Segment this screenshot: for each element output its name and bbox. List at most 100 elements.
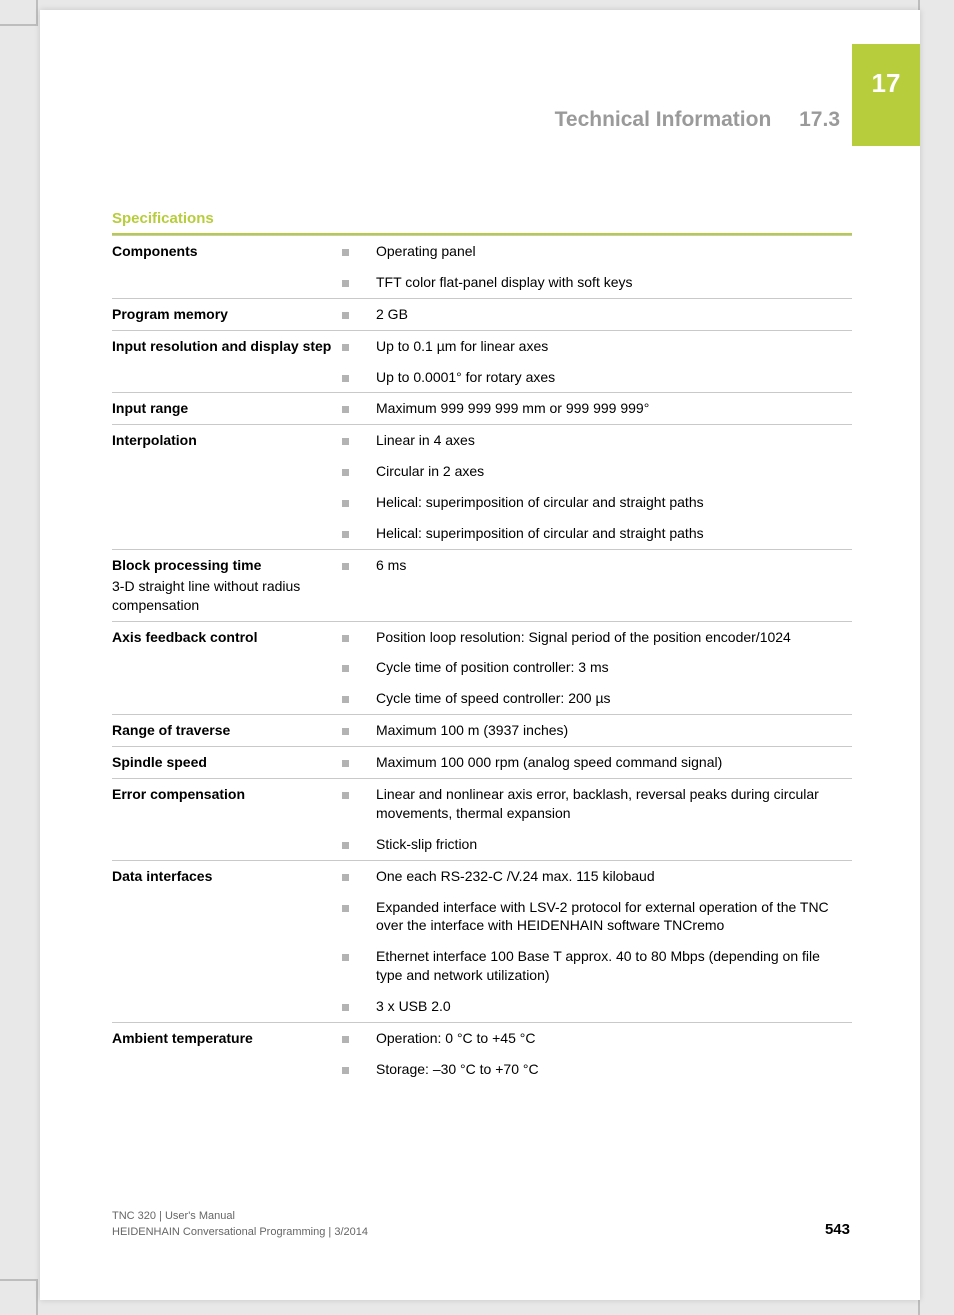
spec-value: Maximum 100 m (3937 inches) <box>376 715 852 747</box>
spec-label <box>112 456 342 487</box>
spec-value: Circular in 2 axes <box>376 456 852 487</box>
table-row: Program memory 2 GB <box>112 298 852 330</box>
bullet-icon <box>342 267 376 298</box>
bullet-icon <box>342 652 376 683</box>
spec-label: Spindle speed <box>112 747 342 779</box>
page-footer: TNC 320 | User's Manual HEIDENHAIN Conve… <box>112 1209 850 1240</box>
table-row: Block processing time3-D straight line w… <box>112 549 852 621</box>
page-number: 543 <box>825 1219 850 1240</box>
bullet-icon <box>342 892 376 942</box>
spec-value: TFT color flat-panel display with soft k… <box>376 267 852 298</box>
table-row: Expanded interface with LSV-2 protocol f… <box>112 892 852 942</box>
spec-label: Axis feedback control <box>112 621 342 652</box>
bullet-icon <box>342 236 376 267</box>
spec-value: Cycle time of position controller: 3 ms <box>376 652 852 683</box>
bullet-icon <box>342 779 376 829</box>
bullet-icon <box>342 991 376 1022</box>
table-row: Input resolution and display step Up to 0… <box>112 330 852 361</box>
spec-value: Maximum 100 000 rpm (analog speed comman… <box>376 747 852 779</box>
spec-value: Expanded interface with LSV-2 protocol f… <box>376 892 852 942</box>
bullet-icon <box>342 298 376 330</box>
spec-label <box>112 487 342 518</box>
table-row: Helical: superimposition of circular and… <box>112 518 852 549</box>
bullet-icon <box>342 747 376 779</box>
spec-label: Error compensation <box>112 779 342 829</box>
spec-value: Stick-slip friction <box>376 829 852 860</box>
spec-label: Interpolation <box>112 425 342 456</box>
bullet-icon <box>342 621 376 652</box>
spec-value: Linear and nonlinear axis error, backlas… <box>376 779 852 829</box>
table-title: Specifications <box>112 210 852 233</box>
footer-line-1: TNC 320 | User's Manual <box>112 1209 850 1224</box>
table-row: Input rangeMaximum 999 999 999 mm or 999… <box>112 393 852 425</box>
table-row: Circular in 2 axes <box>112 456 852 487</box>
spec-value: One each RS-232-C /V.24 max. 115 kilobau… <box>376 860 852 891</box>
spec-value: Cycle time of speed controller: 200 µs <box>376 683 852 714</box>
spec-label: Block processing time3-D straight line w… <box>112 549 342 621</box>
table-row: Spindle speed Maximum 100 000 rpm (analog… <box>112 747 852 779</box>
spec-value: Operating panel <box>376 236 852 267</box>
spec-label <box>112 892 342 942</box>
crop-mark <box>0 1279 38 1281</box>
table-row: TFT color flat-panel display with soft k… <box>112 267 852 298</box>
spec-value: Maximum 999 999 999 mm or 999 999 999° <box>376 393 852 425</box>
spec-label: Data interfaces <box>112 860 342 891</box>
spec-value: Up to 0.1 µm for linear axes <box>376 330 852 361</box>
section-title: Technical Information <box>555 108 772 131</box>
table-row: Cycle time of position controller: 3 ms <box>112 652 852 683</box>
spec-label <box>112 518 342 549</box>
table-row: 3 x USB 2.0 <box>112 991 852 1022</box>
spec-value: Helical: superimposition of circular and… <box>376 518 852 549</box>
bullet-icon <box>342 683 376 714</box>
spec-label <box>112 652 342 683</box>
table-row: Axis feedback control Position loop resol… <box>112 621 852 652</box>
spec-value: Position loop resolution: Signal period … <box>376 621 852 652</box>
table-row: Storage: –30 °C to +70 °C <box>112 1054 852 1085</box>
bullet-icon <box>342 425 376 456</box>
bullet-icon <box>342 715 376 747</box>
bullet-icon <box>342 829 376 860</box>
content-area: Specifications ComponentsOperating panel… <box>112 210 852 1085</box>
spec-value: Storage: –30 °C to +70 °C <box>376 1054 852 1085</box>
spec-label: Input resolution and display step <box>112 330 342 361</box>
bullet-icon <box>342 549 376 621</box>
bullet-icon <box>342 487 376 518</box>
spec-value: Linear in 4 axes <box>376 425 852 456</box>
crop-mark <box>36 0 38 26</box>
table-row: Data interfaces One each RS-232-C /V.24 m… <box>112 860 852 891</box>
spec-label <box>112 941 342 991</box>
crop-mark <box>0 24 38 26</box>
spec-label <box>112 829 342 860</box>
table-row: Cycle time of speed controller: 200 µs <box>112 683 852 714</box>
spec-label: Ambient temperature <box>112 1023 342 1054</box>
table-row: ComponentsOperating panel <box>112 236 852 267</box>
spec-value: Up to 0.0001° for rotary axes <box>376 362 852 393</box>
bullet-icon <box>342 1023 376 1054</box>
bullet-icon <box>342 860 376 891</box>
bullet-icon <box>342 518 376 549</box>
table-row: Ambient temperatureOperation: 0 °C to +4… <box>112 1023 852 1054</box>
crop-mark <box>36 1279 38 1315</box>
document-page: 17 Technical Information 17.3 Specificat… <box>40 10 920 1300</box>
spec-value: 2 GB <box>376 298 852 330</box>
table-row: Stick-slip friction <box>112 829 852 860</box>
spec-sublabel: 3-D straight line without radius compens… <box>112 577 338 615</box>
spec-label: Program memory <box>112 298 342 330</box>
specifications-table: ComponentsOperating panelTFT color flat-… <box>112 235 852 1085</box>
table-row: Helical: superimposition of circular and… <box>112 487 852 518</box>
bullet-icon <box>342 1054 376 1085</box>
table-row: Range of traverse Maximum 100 m (3937 inc… <box>112 715 852 747</box>
bullet-icon <box>342 330 376 361</box>
bullet-icon <box>342 393 376 425</box>
spec-value: Ethernet interface 100 Base T approx. 40… <box>376 941 852 991</box>
bullet-icon <box>342 362 376 393</box>
footer-line-2: HEIDENHAIN Conversational Programming | … <box>112 1225 850 1240</box>
spec-value: Helical: superimposition of circular and… <box>376 487 852 518</box>
spec-label <box>112 683 342 714</box>
section-number: 17.3 <box>799 108 840 131</box>
bullet-icon <box>342 941 376 991</box>
bullet-icon <box>342 456 376 487</box>
spec-label: Range of traverse <box>112 715 342 747</box>
spec-label <box>112 991 342 1022</box>
chapter-tab: 17 <box>852 44 920 146</box>
